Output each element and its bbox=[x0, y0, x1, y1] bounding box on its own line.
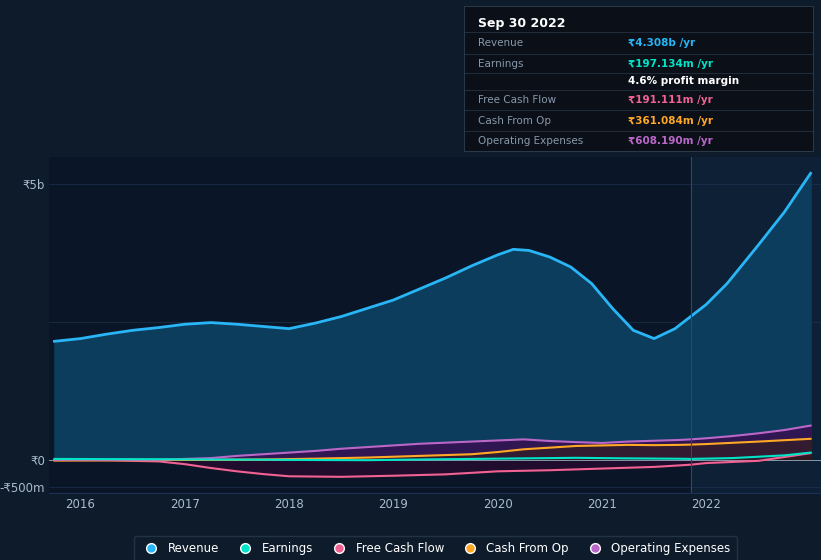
Bar bbox=[690, 157, 821, 493]
Text: 4.6% profit margin: 4.6% profit margin bbox=[628, 76, 739, 86]
Text: Revenue: Revenue bbox=[478, 39, 523, 49]
Text: ₹608.190m /yr: ₹608.190m /yr bbox=[628, 136, 713, 146]
Text: ₹4.308b /yr: ₹4.308b /yr bbox=[628, 39, 695, 49]
Text: ₹361.084m /yr: ₹361.084m /yr bbox=[628, 115, 713, 125]
Text: Operating Expenses: Operating Expenses bbox=[478, 136, 583, 146]
Legend: Revenue, Earnings, Free Cash Flow, Cash From Op, Operating Expenses: Revenue, Earnings, Free Cash Flow, Cash … bbox=[134, 536, 736, 560]
Text: ₹191.111m /yr: ₹191.111m /yr bbox=[628, 95, 713, 105]
Text: Free Cash Flow: Free Cash Flow bbox=[478, 95, 556, 105]
Text: Earnings: Earnings bbox=[478, 59, 523, 69]
Text: Sep 30 2022: Sep 30 2022 bbox=[478, 17, 566, 30]
Text: ₹197.134m /yr: ₹197.134m /yr bbox=[628, 59, 713, 69]
Text: Cash From Op: Cash From Op bbox=[478, 115, 551, 125]
